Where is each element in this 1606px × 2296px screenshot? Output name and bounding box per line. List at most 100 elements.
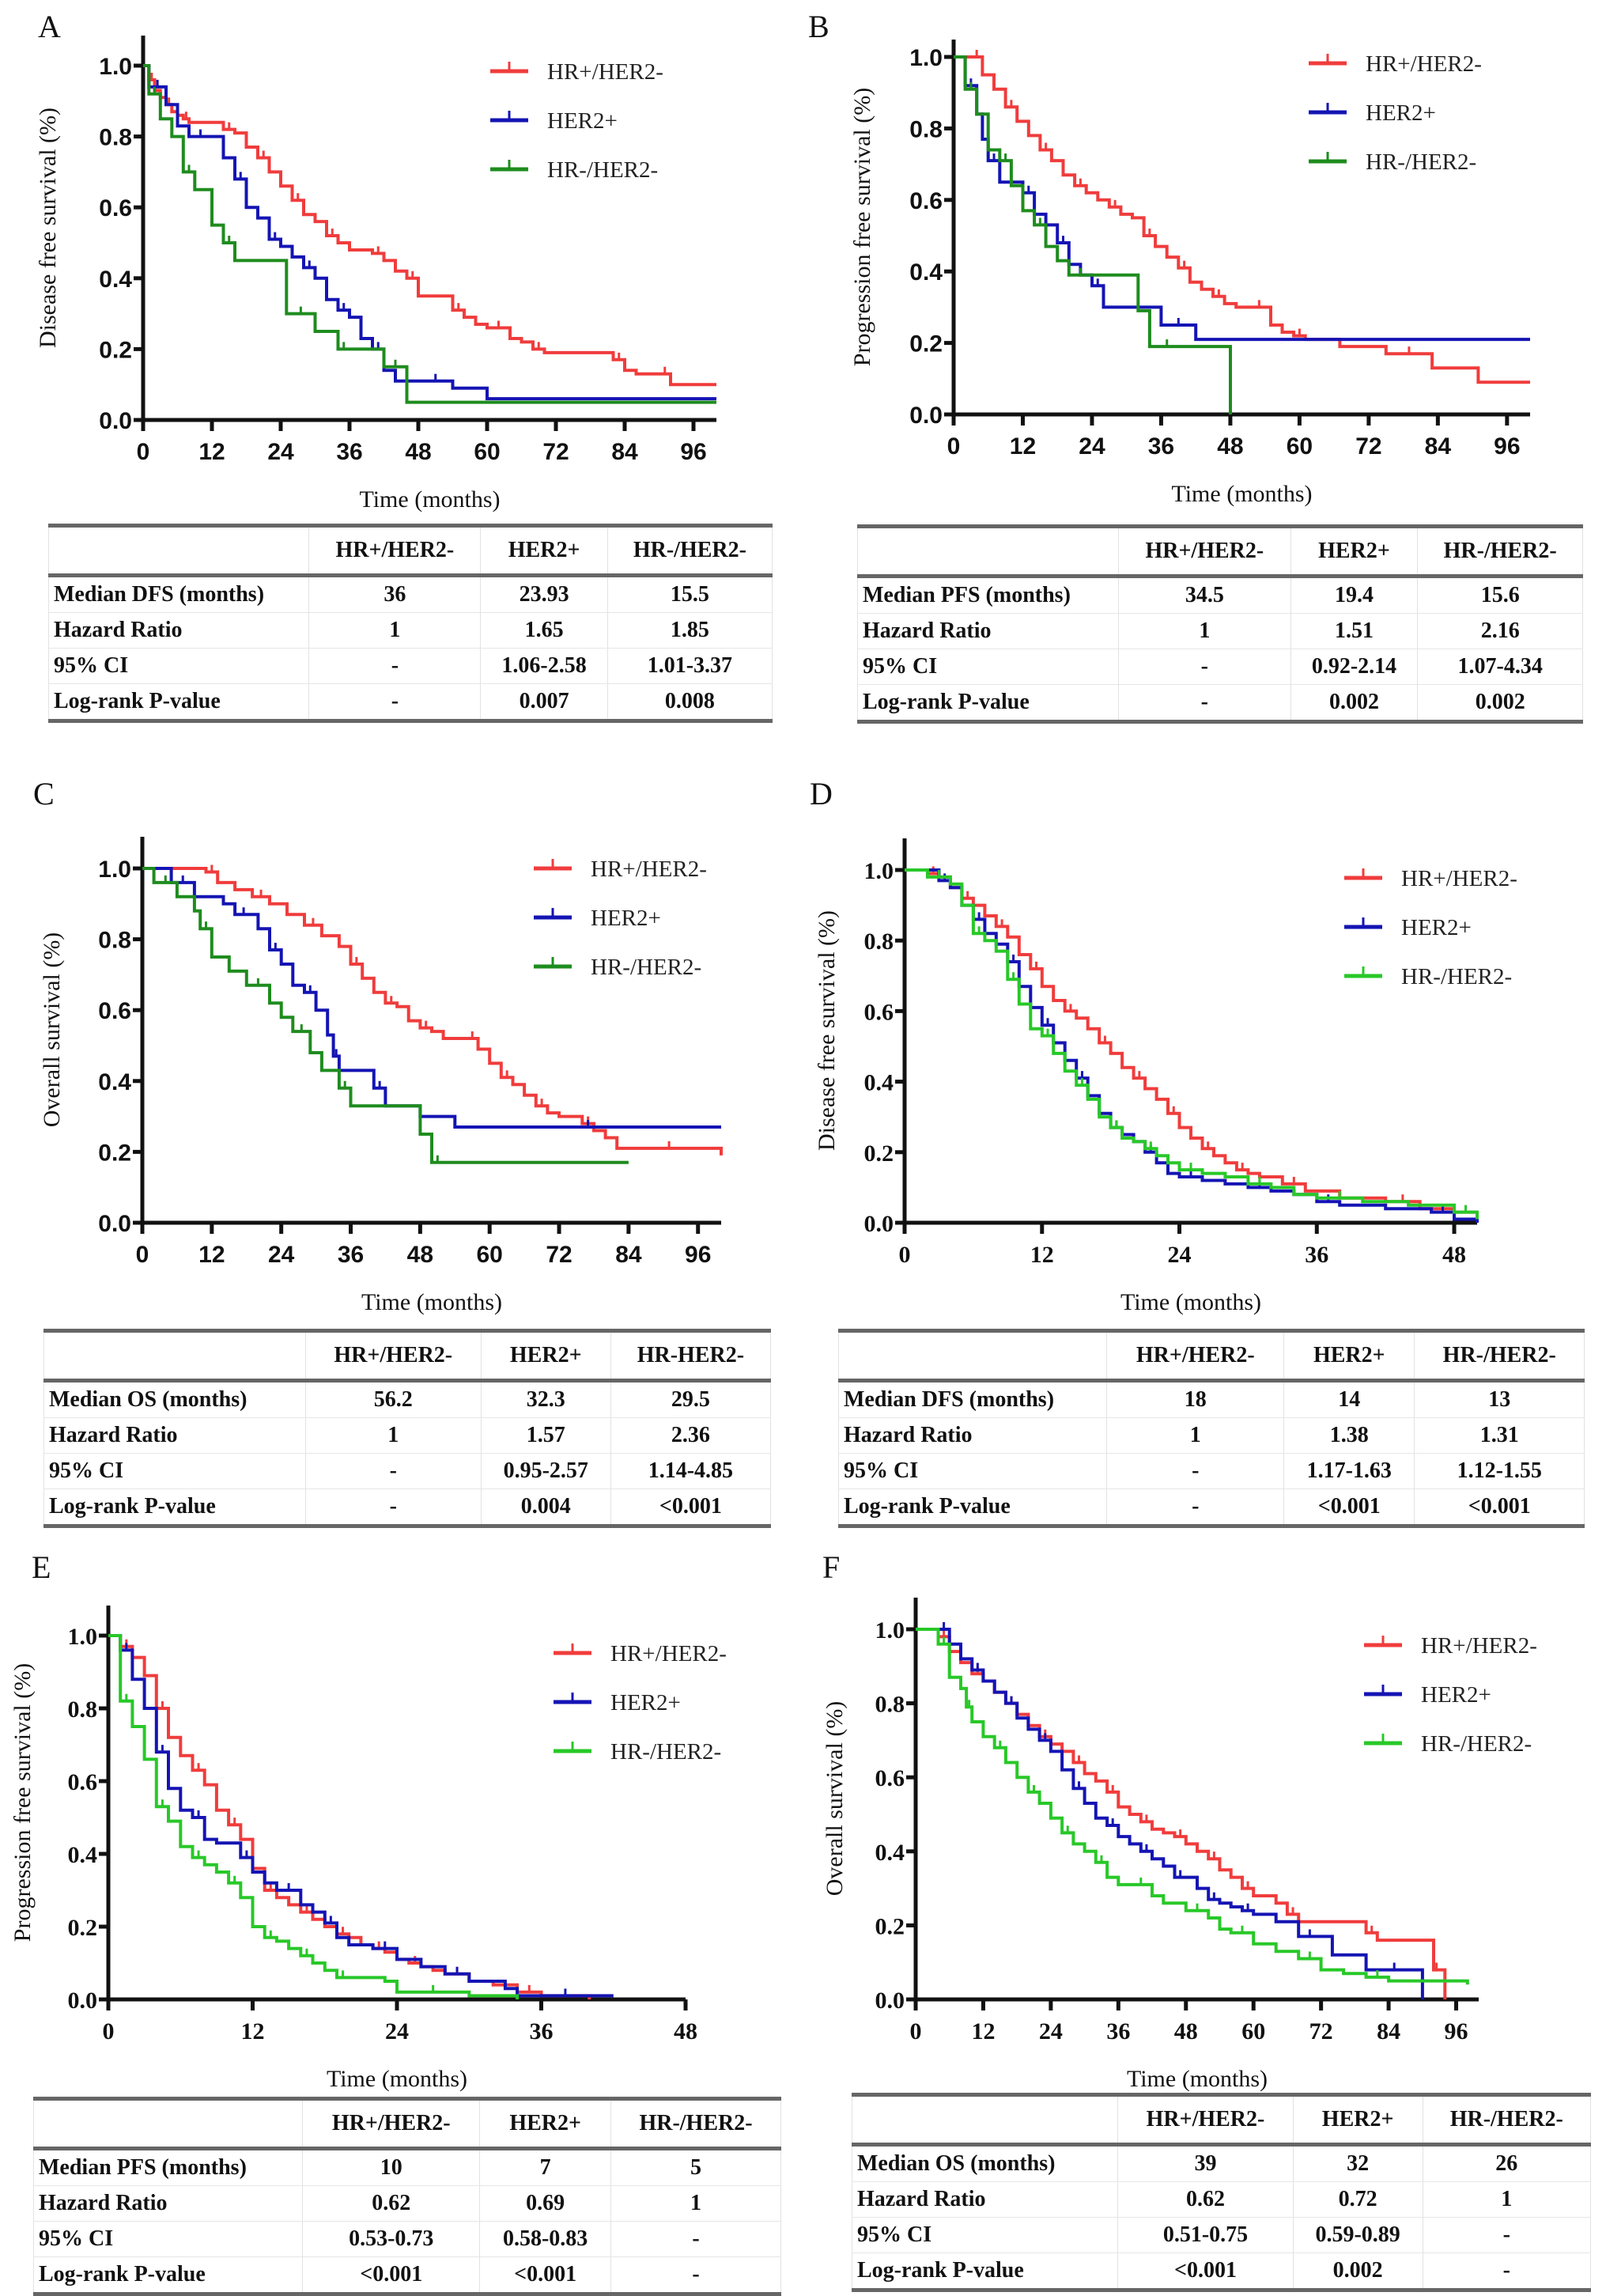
column-header: HR+/HER2-: [308, 525, 482, 577]
row-label: Hazard Ratio: [851, 2181, 1119, 2218]
table-cell: -: [610, 2256, 781, 2294]
x-tick-label: 0: [103, 2018, 115, 2044]
row-label: Log-rank P-value: [32, 2256, 304, 2294]
row-label: Log-rank P-value: [43, 1488, 306, 1526]
x-tick-label: 36: [1305, 1242, 1328, 1268]
x-tick-label: 24: [1039, 2018, 1063, 2044]
km-plot-b: 0.0 0.2 0.4 0.6 0.8 1.0 0 12 24 36 48 60 72 84 96 Time …: [849, 40, 1530, 507]
y-tick-label: 0.2: [68, 1915, 98, 1941]
column-header: HR+/HER2-: [1117, 2094, 1294, 2147]
table-row: Hazard Ratio 0.62 0.69 1: [32, 2185, 781, 2222]
x-tick-label: 60: [474, 439, 500, 465]
table-cell: 32.3: [480, 1380, 611, 1418]
legend-label: HR-/HER2-: [591, 955, 701, 980]
y-axis-title: Overall survival (%): [39, 932, 65, 1128]
table-cell: <0.001: [1414, 1488, 1585, 1526]
x-tick-label: 24: [385, 2018, 409, 2044]
y-tick-label: 0.0: [98, 1211, 131, 1237]
table-cell: <0.001: [479, 2256, 611, 2294]
table-cell: 1: [1422, 2181, 1591, 2218]
y-axis-title: Disease free survival (%): [35, 108, 61, 348]
column-header: HR-/HER2-: [607, 525, 773, 577]
legend-label: HR+/HER2-: [1401, 866, 1517, 891]
table-corner-cell: [47, 525, 310, 577]
table-cell: 1.85: [607, 612, 773, 649]
row-label: Hazard Ratio: [43, 1417, 306, 1454]
row-label: Median DFS (months): [47, 575, 310, 613]
table-cell: 0.008: [607, 683, 773, 721]
table-row: Hazard Ratio 1 1.51 2.16: [856, 613, 1583, 649]
km-curve-HR-/HER2-: [954, 55, 1232, 414]
column-header: HER2+: [1292, 2094, 1423, 2147]
y-tick-label: 0.0: [68, 1988, 98, 2014]
km-plot-a: 0.0 0.2 0.4 0.6 0.8 1.0 0 12 24 36 48 60 72 84 96 Time …: [35, 36, 716, 513]
table-header-row: HR+/HER2- HER2+ HR-/HER2-: [837, 1330, 1585, 1383]
table-cell: 1: [1118, 613, 1291, 649]
table-cell: 0.62: [302, 2185, 481, 2222]
table-cell: 26: [1422, 2144, 1591, 2182]
table-cell: 0.004: [480, 1488, 611, 1526]
row-label: Hazard Ratio: [837, 1417, 1108, 1454]
x-tick-label: 72: [542, 439, 569, 465]
y-tick-label: 0.6: [909, 188, 943, 214]
x-tick-label: 48: [1217, 433, 1243, 460]
legend-label: HR+/HER2-: [547, 59, 663, 85]
y-tick-label: 0.2: [875, 1913, 905, 1939]
km-plot-d: 0.0 0.2 0.4 0.6 0.8 1.0 0 12 24 36 48 Time (months)…: [814, 838, 1517, 1315]
stats-table-e: HR+/HER2- HER2+ HR-/HER2- Median PFS (month…: [32, 2097, 781, 2296]
table-cell: 36: [308, 575, 482, 613]
x-tick-label: 0: [947, 433, 961, 460]
x-tick-label: 96: [1445, 2018, 1468, 2044]
table-cell: 2.36: [610, 1417, 772, 1454]
table-cell: -: [308, 683, 482, 721]
x-tick-label: 96: [680, 439, 706, 465]
table-cell: 1.12-1.55: [1414, 1453, 1585, 1489]
table-cell: 0.002: [1292, 2253, 1423, 2290]
x-tick-label: 12: [198, 1242, 225, 1268]
table-cell: <0.001: [610, 1488, 772, 1526]
table-cell: 1.65: [480, 612, 608, 649]
y-tick-label: 0.2: [99, 337, 132, 363]
km-curve-HR+/HER2-: [143, 64, 716, 387]
table-cell: 18: [1106, 1380, 1285, 1418]
table-cell: -: [610, 2221, 781, 2257]
column-header: HR-/HER2-: [610, 2098, 781, 2150]
column-header: HER2+: [480, 1330, 611, 1383]
table-cell: 23.93: [480, 575, 608, 613]
table-cell: 0.59-0.89: [1292, 2217, 1423, 2253]
y-axis-title: Progression free survival (%): [9, 1663, 36, 1942]
panel-d: D 0.0 0.2 0.4 0.6 0.8 1.0 0 12 24 36 48 Time (month…: [799, 751, 1606, 1528]
y-tick-label: 0.6: [875, 1765, 905, 1791]
x-tick-label: 24: [1168, 1242, 1192, 1268]
panel-f: F 0.0 0.2 0.4 0.6 0.8 1.0 0 12 24 36 48 60 72 84 96 Tim…: [799, 1526, 1606, 2292]
x-tick-label: 36: [530, 2018, 554, 2044]
table-cell: 39: [1117, 2144, 1294, 2182]
x-tick-label: 60: [477, 1242, 503, 1268]
x-tick-label: 48: [407, 1242, 433, 1268]
table-cell: 1.51: [1290, 613, 1419, 649]
table-row: Median DFS (months) 18 14 13: [837, 1380, 1585, 1418]
table-cell: 0.58-0.83: [479, 2221, 611, 2257]
x-tick-label: 72: [1309, 2018, 1333, 2044]
x-tick-label: 12: [198, 439, 225, 465]
table-row: Hazard Ratio 1 1.38 1.31: [837, 1417, 1585, 1454]
table-row: Hazard Ratio 0.62 0.72 1: [851, 2181, 1591, 2218]
y-axis-title: Progression free survival (%): [849, 88, 875, 366]
x-tick-label: 96: [685, 1242, 711, 1268]
table-cell: 19.4: [1290, 576, 1419, 614]
row-label: Hazard Ratio: [856, 613, 1120, 649]
x-axis-title: Time (months): [327, 2066, 467, 2092]
legend-label: HER2+: [610, 1690, 681, 1715]
x-tick-label: 0: [910, 2018, 922, 2044]
column-header: HER2+: [480, 525, 608, 577]
table-cell: 0.72: [1292, 2181, 1423, 2218]
table-cell: 0.002: [1417, 684, 1583, 722]
legend-label: HR-/HER2-: [547, 157, 658, 183]
table-cell: 1.31: [1414, 1417, 1585, 1454]
column-header: HR+/HER2-: [1118, 526, 1291, 578]
legend-label: HR-/HER2-: [610, 1739, 721, 1765]
y-tick-label: 1.0: [98, 857, 131, 883]
table-cell: <0.001: [302, 2256, 481, 2294]
table-cell: 0.007: [480, 683, 608, 721]
table-cell: 15.5: [607, 575, 773, 613]
